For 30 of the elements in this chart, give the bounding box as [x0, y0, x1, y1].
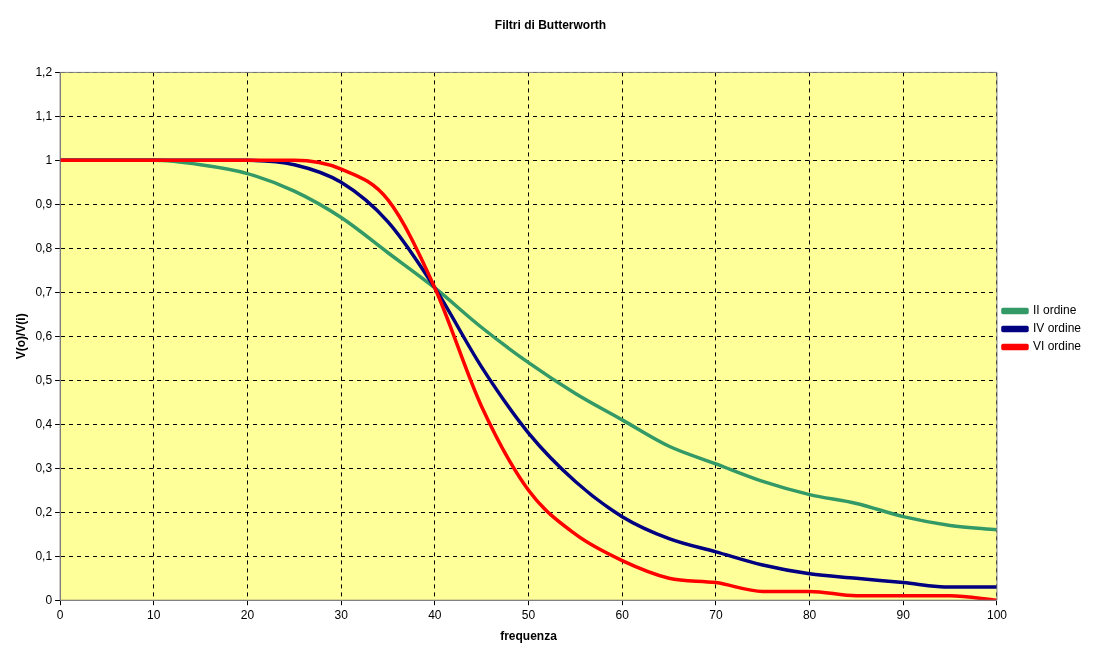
x-tick-label: 40 — [428, 607, 442, 622]
y-tick-label: 0,3 — [35, 460, 53, 475]
x-tick-label: 90 — [896, 607, 911, 622]
x-tick-label: 0 — [56, 607, 64, 622]
x-tick-label: 20 — [240, 607, 255, 622]
x-tick-label: 100 — [986, 607, 1008, 622]
legend-label: II ordine — [1032, 303, 1077, 318]
x-tick-label: 30 — [334, 607, 349, 622]
legend-label: IV ordine — [1032, 321, 1082, 336]
x-tick-label: 50 — [521, 607, 536, 622]
legend-label: VI ordine — [1032, 339, 1082, 354]
y-tick-label: 0,4 — [35, 416, 53, 431]
y-tick-label: 0 — [45, 592, 53, 607]
x-tick-label: 80 — [802, 607, 817, 622]
x-axis-title: frequenza — [500, 629, 558, 644]
x-tick-label: 70 — [709, 607, 723, 622]
x-tick-label: 60 — [615, 607, 630, 622]
x-tick-label: 10 — [147, 607, 161, 622]
y-tick-label: 0,6 — [35, 328, 53, 343]
y-tick-label: 0,7 — [35, 284, 53, 299]
y-tick-label: 0,9 — [35, 196, 53, 211]
y-tick-label: 0,2 — [35, 504, 53, 519]
y-tick-label: 1,1 — [35, 108, 53, 123]
chart-title: Filtri di Butterworth — [494, 17, 607, 32]
y-tick-label: 1,2 — [35, 64, 53, 79]
y-tick-label: 1 — [45, 152, 53, 167]
y-axis-title: V(o)/V(i) — [13, 313, 28, 360]
y-tick-label: 0,8 — [35, 240, 53, 255]
y-tick-label: 0,1 — [35, 548, 53, 563]
y-tick-label: 0,5 — [35, 372, 53, 387]
